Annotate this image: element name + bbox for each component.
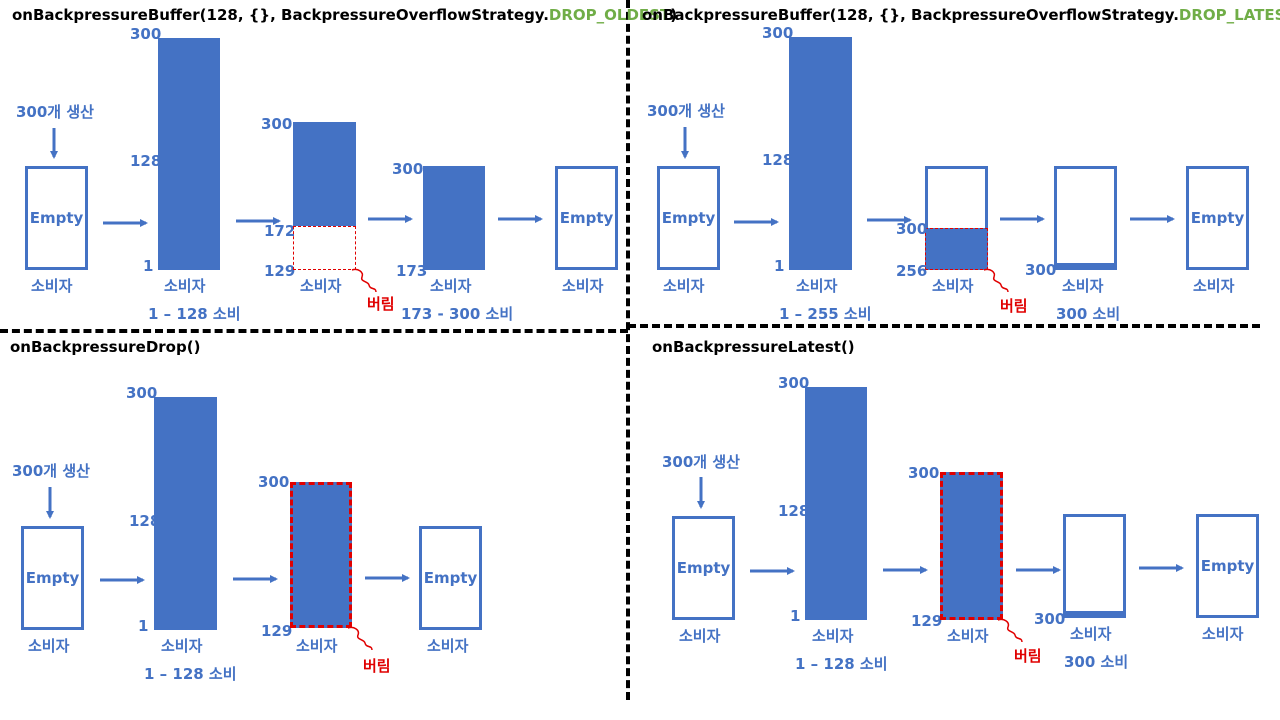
empty-box: Empty <box>657 166 720 270</box>
empty-box: Empty <box>21 526 84 630</box>
produce-label: 300개 생산 <box>647 102 725 120</box>
value-129: 129 <box>261 622 293 640</box>
consumer-label: 소비자 <box>31 277 73 295</box>
produce-label: 300개 생산 <box>662 453 740 471</box>
buffer-bar-full <box>805 387 867 620</box>
buffer-bar <box>423 166 485 270</box>
value-256: 256 <box>896 262 928 280</box>
drop-label: 버림 <box>367 295 395 313</box>
buffer-bar-full <box>158 38 220 270</box>
consumer-label: 소비자 <box>28 637 70 655</box>
consumer-label: 소비자 <box>663 277 705 295</box>
consumer-label: 소비자 <box>296 637 338 655</box>
consume-range-label: 1 – 128 소비 <box>144 665 237 683</box>
consume-range-label: 300 소비 <box>1056 305 1121 323</box>
value-300: 300 <box>126 384 158 402</box>
dropped-bar <box>290 482 352 628</box>
consumer-label: 소비자 <box>562 277 604 295</box>
drop-label: 버림 <box>363 657 391 675</box>
buffer-box <box>1063 514 1126 618</box>
buffer-box <box>1054 166 1117 270</box>
value-300: 300 <box>261 115 293 133</box>
drop-curl-icon <box>351 268 377 293</box>
consumer-label: 소비자 <box>430 277 472 295</box>
consumer-label: 소비자 <box>164 277 206 295</box>
value-128: 128 <box>129 512 161 530</box>
value-128: 128 <box>762 151 794 169</box>
dropped-region <box>925 228 988 270</box>
consumer-label: 소비자 <box>796 277 838 295</box>
panel-title-drop: onBackpressureDrop() <box>10 338 201 356</box>
consumer-label: 소비자 <box>947 627 989 645</box>
dropped-bar <box>940 472 1003 620</box>
drop-label: 버림 <box>1000 297 1028 315</box>
value-300: 300 <box>896 220 928 238</box>
buffer-bar-full <box>789 37 852 270</box>
consumer-label: 소비자 <box>1202 625 1244 643</box>
panel-title-latest: onBackpressureLatest() <box>652 338 855 356</box>
consume-range-label: 1 – 128 소비 <box>148 305 241 323</box>
buffer-bar-full <box>154 397 217 630</box>
empty-box: Empty <box>555 166 618 270</box>
panel-title-drop-latest: onBackpressureBuffer(128, {}, Backpressu… <box>642 6 1280 24</box>
dropped-region <box>293 226 356 270</box>
consumer-label: 소비자 <box>1062 277 1104 295</box>
value-300: 300 <box>778 374 810 392</box>
value-1: 1 <box>774 257 785 275</box>
consumer-label: 소비자 <box>932 277 974 295</box>
value-1: 1 <box>143 257 154 275</box>
horizontal-divider-left <box>0 329 628 333</box>
consumer-label: 소비자 <box>427 637 469 655</box>
consume-range-label: 173 - 300 소비 <box>401 305 514 323</box>
horizontal-divider-right <box>628 324 1260 328</box>
drop-label: 버림 <box>1014 647 1042 665</box>
empty-box: Empty <box>1196 514 1259 618</box>
value-128: 128 <box>130 152 162 170</box>
value-300: 300 <box>258 473 290 491</box>
buffer-fill <box>925 228 988 270</box>
value-300: 300 <box>762 24 794 42</box>
drop-curl-icon <box>983 268 1009 293</box>
empty-box: Empty <box>25 166 88 270</box>
empty-box: Empty <box>672 516 735 620</box>
consume-range-label: 1 – 128 소비 <box>795 655 888 673</box>
empty-box: Empty <box>1186 166 1249 270</box>
buffer-fill-last <box>1063 611 1126 618</box>
value-129: 129 <box>264 262 296 280</box>
consumer-label: 소비자 <box>812 627 854 645</box>
consume-range-label: 300 소비 <box>1064 653 1129 671</box>
value-300: 300 <box>1025 261 1057 279</box>
value-1: 1 <box>790 607 801 625</box>
consumer-label: 소비자 <box>1070 625 1112 643</box>
drop-curl-icon <box>347 626 373 651</box>
consumer-label: 소비자 <box>679 627 721 645</box>
value-300: 300 <box>130 25 162 43</box>
value-300: 300 <box>392 160 424 178</box>
buffer-fill-last <box>1054 263 1117 270</box>
vertical-divider <box>626 0 630 700</box>
consume-range-label: 1 – 255 소비 <box>779 305 872 323</box>
panel-title-drop-oldest: onBackpressureBuffer(128, {}, Backpressu… <box>12 6 678 24</box>
produce-label: 300개 생산 <box>12 462 90 480</box>
consumer-label: 소비자 <box>300 277 342 295</box>
value-173: 173 <box>396 262 428 280</box>
value-129: 129 <box>911 612 943 630</box>
empty-box: Empty <box>419 526 482 630</box>
value-1: 1 <box>138 617 149 635</box>
consumer-label: 소비자 <box>1193 277 1235 295</box>
drop-curl-icon <box>997 618 1023 643</box>
value-172: 172 <box>264 222 296 240</box>
buffer-bar <box>293 122 356 226</box>
value-128: 128 <box>778 502 810 520</box>
value-300: 300 <box>1034 610 1066 628</box>
value-300: 300 <box>908 464 940 482</box>
consumer-label: 소비자 <box>161 637 203 655</box>
produce-label: 300개 생산 <box>16 103 94 121</box>
